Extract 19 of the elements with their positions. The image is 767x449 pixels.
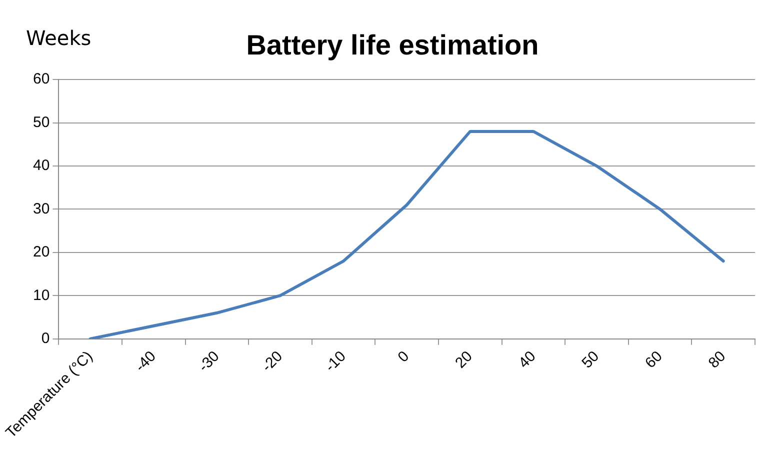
x-tick-label: 50 bbox=[578, 348, 603, 372]
y-tick-label: 0 bbox=[41, 330, 50, 347]
y-tick-label: 30 bbox=[32, 200, 50, 218]
x-tick-label: 80 bbox=[705, 348, 730, 372]
x-tick-label: 60 bbox=[642, 348, 666, 372]
x-tick-label: -30 bbox=[195, 348, 223, 376]
x-tick-label: 0 bbox=[394, 348, 413, 366]
y-axis-title: Weeks bbox=[26, 26, 92, 50]
x-tick-label: 20 bbox=[452, 348, 476, 372]
y-tick-label: 10 bbox=[32, 286, 50, 304]
y-tick-label: 50 bbox=[32, 114, 50, 131]
x-tick-label: 40 bbox=[515, 348, 540, 372]
x-tick-label: -40 bbox=[132, 348, 160, 376]
x-tick-label: -20 bbox=[258, 348, 286, 376]
chart-title: Battery life estimation bbox=[246, 30, 539, 61]
x-tick-label: -10 bbox=[322, 348, 350, 376]
y-tick-label: 60 bbox=[32, 70, 50, 88]
y-tick-label: 20 bbox=[32, 244, 50, 261]
y-tick-label: 40 bbox=[32, 157, 50, 174]
